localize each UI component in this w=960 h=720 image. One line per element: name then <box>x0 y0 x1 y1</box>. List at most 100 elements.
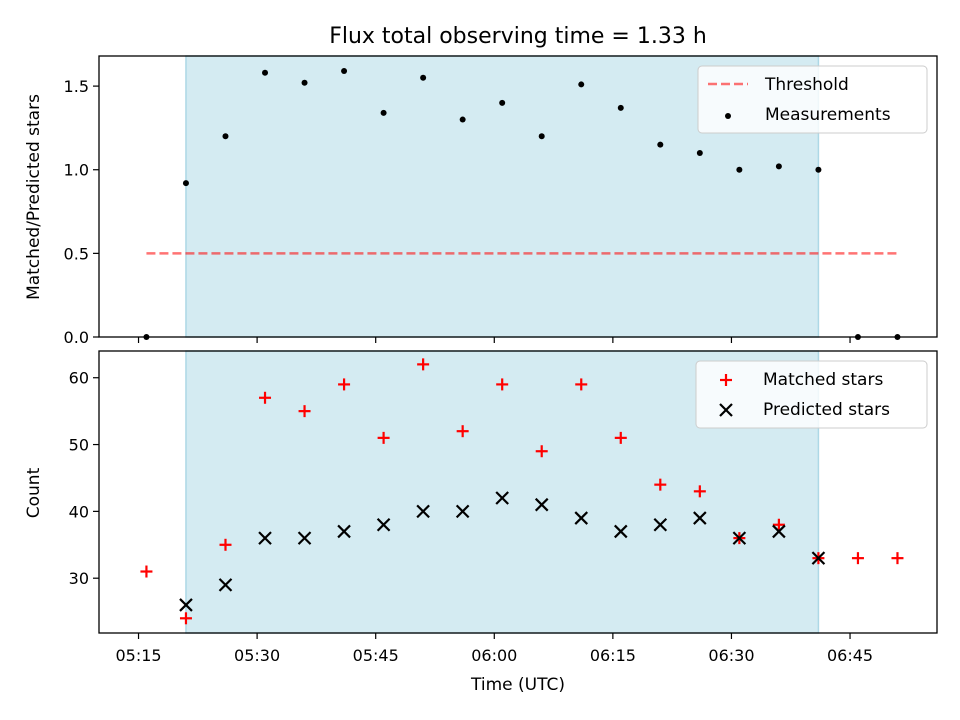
predicted-stars-point <box>455 504 470 519</box>
measurement-point <box>696 150 703 157</box>
predicted-stars-point-b <box>772 524 786 539</box>
legend-threshold-label: Threshold <box>764 75 849 95</box>
measurement-point <box>617 104 624 111</box>
predicted-stars-point <box>495 491 509 505</box>
measurement-point <box>301 79 308 86</box>
predicted-stars-point-b <box>811 551 826 565</box>
top-legend: Threshold Measurements <box>697 65 928 134</box>
matched-stars-point <box>575 378 588 391</box>
measurement-point <box>538 133 545 140</box>
matched-stars-point <box>496 378 509 391</box>
x-tick-label: 06:00 <box>471 646 517 665</box>
x-tick-label: 06:30 <box>708 646 754 665</box>
predicted-stars-point-b <box>613 524 628 539</box>
legend-predicted-swatch-b <box>719 403 733 417</box>
top-y-tick-label: 0.0 <box>64 328 89 347</box>
measurement-point <box>222 133 229 140</box>
x-tick-label: 06:45 <box>827 646 873 665</box>
predicted-stars-point <box>258 531 272 545</box>
legend-matched-swatch <box>720 374 732 386</box>
measurement-point <box>815 166 822 173</box>
legend-matched-label: Matched stars <box>763 370 883 390</box>
x-tick-label: 05:45 <box>353 646 399 665</box>
matched-stars-point <box>338 378 351 391</box>
measurement-point <box>459 116 466 123</box>
predicted-stars-point <box>653 517 668 532</box>
predicted-stars-point-b <box>574 511 589 525</box>
bottom-y-tick-label: 60 <box>69 369 89 388</box>
predicted-stars-point <box>613 524 628 539</box>
predicted-stars-point <box>772 524 786 539</box>
predicted-stars-point <box>732 531 747 545</box>
measurement-point <box>182 180 189 187</box>
matched-stars-point <box>614 431 627 444</box>
measurement-point <box>499 99 506 106</box>
predicted-stars-point-b <box>653 517 668 532</box>
matched-stars-point <box>140 565 153 578</box>
matched-stars-point <box>772 518 785 531</box>
top-y-tick-label: 0.5 <box>64 244 89 263</box>
matched-stars-point <box>219 538 232 551</box>
matched-stars-point <box>851 552 864 565</box>
predicted-stars-point <box>297 531 312 545</box>
predicted-stars-point-b <box>693 511 707 525</box>
predicted-stars-point <box>218 578 233 592</box>
x-tick-label: 06:15 <box>590 646 636 665</box>
predicted-stars-point <box>337 524 351 539</box>
predicted-stars-point-b <box>455 504 470 519</box>
top-y-tick-label: 1.5 <box>64 77 89 96</box>
predicted-stars-point <box>416 504 430 519</box>
matched-stars-point <box>179 612 192 625</box>
matched-stars-point <box>654 478 667 491</box>
predicted-stars-point <box>376 517 391 532</box>
bottom-legend: Matched stars Predicted stars <box>695 360 928 429</box>
bottom-y-tick-label: 40 <box>69 502 89 521</box>
predicted-stars-point <box>179 598 193 612</box>
predicted-stars-point-b <box>495 491 509 505</box>
predicted-stars-point-b <box>337 524 351 539</box>
matched-stars-point <box>891 552 904 565</box>
matched-stars-point <box>456 425 469 438</box>
top-axes-frame <box>98 55 938 338</box>
predicted-stars-point <box>811 551 826 565</box>
measurement-point <box>262 69 269 76</box>
legend-box <box>695 360 928 429</box>
measurement-point <box>578 81 585 88</box>
predicted-stars-point-b <box>218 578 233 592</box>
matched-stars-point <box>417 358 430 371</box>
x-tick-label: 05:15 <box>115 646 161 665</box>
legend-predicted-label: Predicted stars <box>763 400 890 420</box>
matched-stars-point <box>259 391 272 404</box>
matched-stars-point <box>298 405 311 418</box>
predicted-stars-point <box>693 511 707 525</box>
legend-predicted-swatch <box>719 403 733 417</box>
predicted-stars-point-b <box>732 531 747 545</box>
matched-stars-point <box>535 445 548 458</box>
predicted-stars-point-b <box>258 531 272 545</box>
top-y-axis-label: Matched/Predicted stars <box>24 94 44 300</box>
measurement-point <box>657 141 664 148</box>
measurement-point <box>380 109 387 116</box>
legend-box <box>697 65 928 134</box>
bottom-y-tick-label: 30 <box>69 569 89 588</box>
predicted-stars-point-b <box>534 497 549 512</box>
x-tick-label: 05:30 <box>234 646 280 665</box>
predicted-stars-point-b <box>416 504 430 519</box>
predicted-stars-point-b <box>179 598 193 612</box>
matched-stars-point <box>693 485 706 498</box>
measurement-point <box>420 74 427 81</box>
bottom-y-axis-label: Count <box>24 467 44 518</box>
x-axis-label: Time (UTC) <box>470 675 565 695</box>
measurement-point <box>736 166 743 173</box>
measurement-point <box>775 163 782 170</box>
predicted-stars-point <box>534 497 549 512</box>
predicted-stars-point-b <box>297 531 312 545</box>
measurement-point <box>341 68 348 75</box>
legend-measurements-swatch <box>725 113 731 119</box>
bottom-axes-frame <box>98 350 938 634</box>
matched-stars-point <box>377 431 390 444</box>
figure-title: Flux total observing time = 1.33 h <box>329 24 707 49</box>
top-y-tick-label: 1.0 <box>64 161 89 180</box>
bottom-y-tick-label: 50 <box>69 436 89 455</box>
